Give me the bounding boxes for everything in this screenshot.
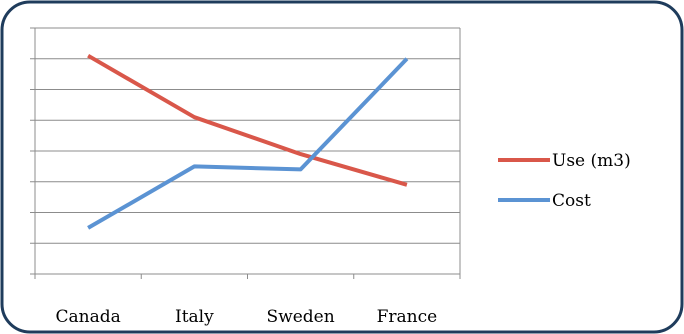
legend-label-0: Use (m3) bbox=[552, 151, 631, 171]
x-tick-label: Sweden bbox=[267, 307, 335, 327]
legend-label-1: Cost bbox=[552, 191, 591, 211]
series-line-0 bbox=[87, 53, 408, 187]
series-lines bbox=[87, 53, 409, 230]
x-tick-labels: Canada Italy Sweden France bbox=[56, 307, 438, 327]
axes bbox=[30, 27, 461, 279]
x-tick-label: Italy bbox=[175, 307, 214, 327]
legend: Use (m3) Cost bbox=[498, 151, 631, 211]
x-tick-label: France bbox=[377, 307, 438, 327]
x-tick-label: Canada bbox=[56, 307, 121, 327]
gridlines bbox=[35, 27, 460, 244]
series-line-1 bbox=[87, 57, 409, 230]
